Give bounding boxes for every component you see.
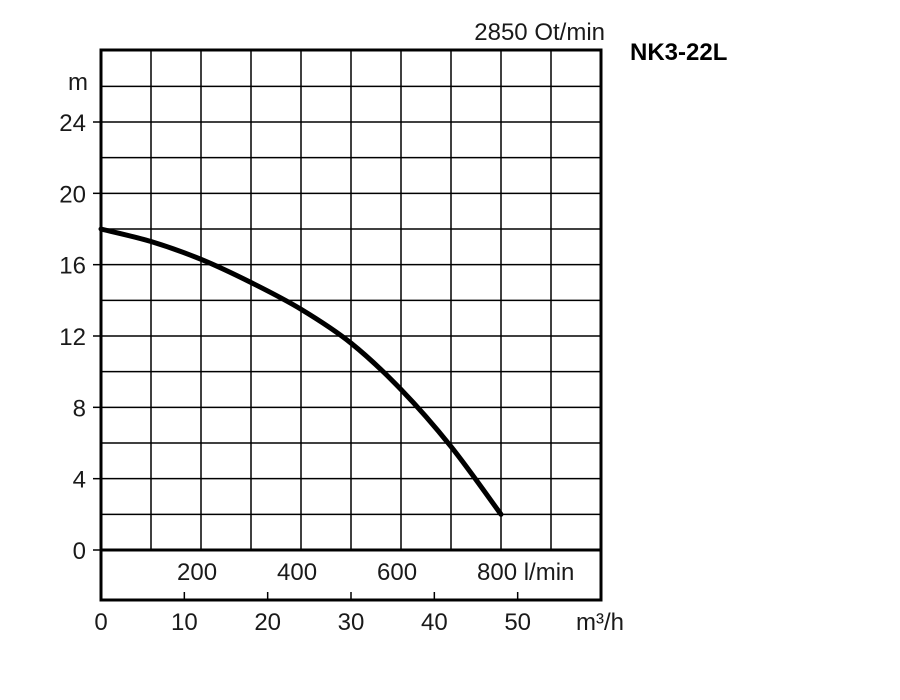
head-curve (98, 226, 504, 517)
x-axis-unit-m3h: m³/h (576, 609, 624, 636)
x-tick-label-lmin: 600 (377, 559, 417, 586)
x-tick-label-m3h: 20 (254, 609, 281, 636)
y-tick-label: 0 (73, 538, 86, 565)
x-tick-label-m3h: 0 (94, 609, 107, 636)
x-tick-label-m3h: 30 (338, 609, 365, 636)
y-tick-label: 8 (73, 395, 86, 422)
tick-labels: 0 4 8 12 16 20 24 200 400 600 800 l/min 0 10 20 30 40 50 (59, 110, 574, 636)
y-tick-label: 16 (59, 253, 86, 280)
y-tick-label: 12 (59, 324, 86, 351)
model-title: NK3-22L (630, 39, 727, 66)
speed-label: 2850 Ot/min (474, 19, 605, 46)
x-tick-label-m3h: 50 (504, 609, 531, 636)
y-axis-unit: m (68, 69, 88, 96)
y-tick-label: 24 (59, 110, 86, 137)
x-tick-label-lmin: 200 (177, 559, 217, 586)
y-tick-label: 4 (73, 467, 86, 494)
y-tick-label: 20 (59, 181, 86, 208)
plot-frame (99, 48, 603, 602)
x-tick-label-lmin: 800 l/min (477, 559, 574, 586)
curve-layer (98, 226, 504, 517)
grid-lines (93, 50, 601, 600)
x-tick-label-m3h: 10 (171, 609, 198, 636)
x-tick-label-m3h: 40 (421, 609, 448, 636)
x-tick-label-lmin: 400 (277, 559, 317, 586)
